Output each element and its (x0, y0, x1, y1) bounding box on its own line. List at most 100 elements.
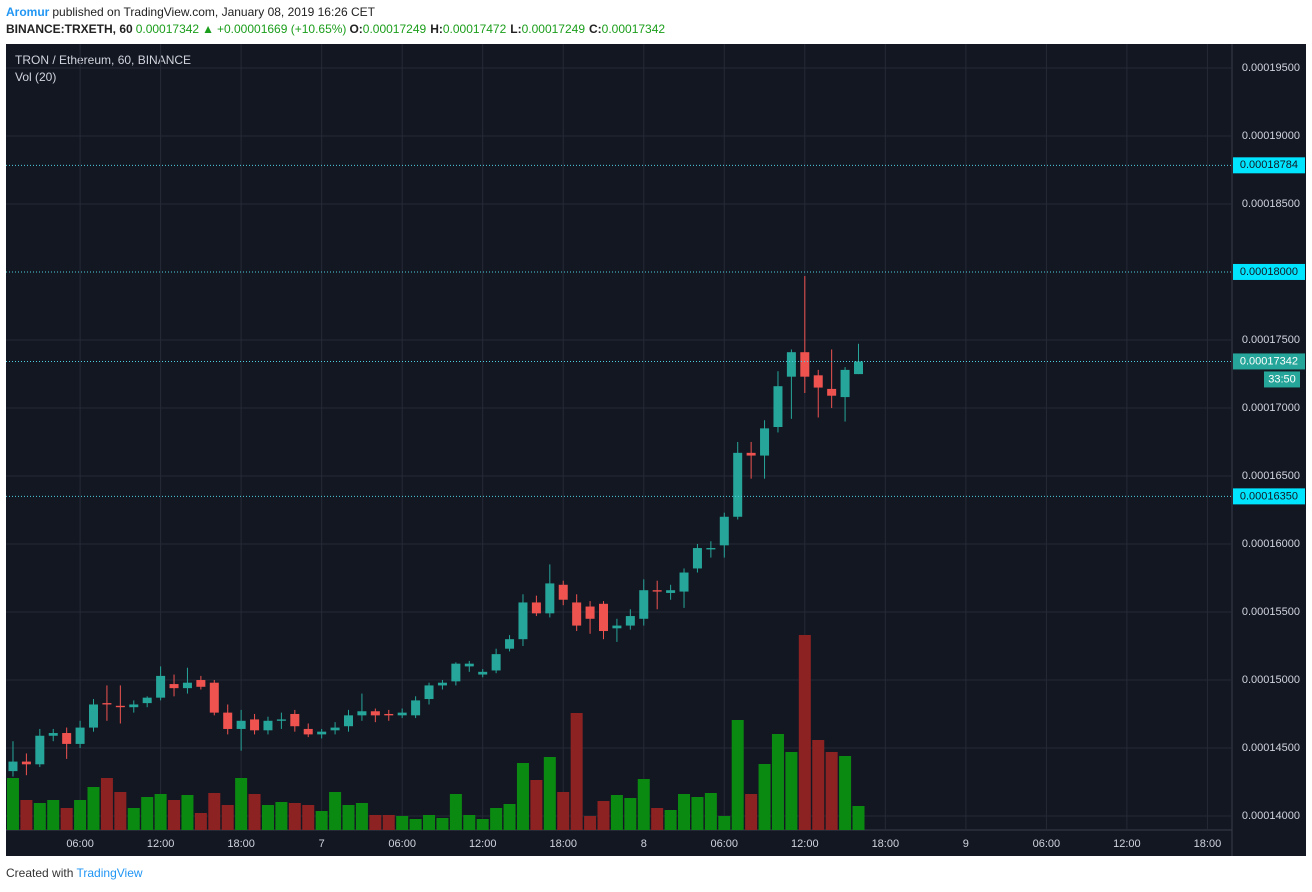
volume-bar (597, 801, 610, 830)
volume-bar (60, 808, 73, 830)
candle-body (370, 711, 380, 716)
candle-body (196, 679, 206, 687)
arrow: ▲ (202, 22, 214, 36)
volume-bar (355, 803, 368, 830)
candle-body (290, 713, 300, 727)
volume-bar (570, 713, 583, 830)
last: 0.00017342 (135, 22, 200, 36)
volume-bar (235, 778, 248, 830)
y-tick-label: 0.00015500 (1242, 606, 1300, 618)
candle-body (48, 733, 58, 736)
publish-info: published on TradingView.com, January 08… (52, 5, 375, 19)
ohlc-value: 0.00017472 (442, 22, 507, 36)
candle-body (786, 352, 796, 377)
candle-body (612, 625, 622, 629)
x-tick-label: 06:00 (388, 838, 416, 850)
candle-body (142, 697, 152, 704)
price-label-box (1233, 488, 1305, 505)
y-tick-label: 0.00019000 (1242, 130, 1300, 142)
volume-bar (718, 816, 731, 830)
chart-background (6, 44, 1306, 856)
candle-body (21, 761, 31, 765)
candle-body (760, 428, 770, 456)
candle-body (679, 572, 689, 592)
volume-bar (329, 792, 342, 830)
candle-body (518, 602, 528, 640)
countdown-box (1264, 371, 1300, 388)
candle-body (666, 590, 676, 593)
volume-bar (651, 808, 664, 830)
volume-bar (745, 794, 758, 830)
change: +0.00001669 (+10.65%) (216, 22, 347, 36)
volume-label: Vol (20) (15, 70, 56, 84)
y-tick-label: 0.00014500 (1242, 742, 1300, 754)
candle-body (8, 761, 18, 772)
candle-body (424, 685, 434, 700)
candle-body (102, 703, 112, 705)
volume-bar (114, 792, 127, 830)
volume-bar (610, 795, 623, 830)
volume-bar (168, 800, 181, 830)
candle-body (853, 361, 863, 375)
volume-bar (87, 787, 100, 830)
ohlc: O:0.00017249 H:0.00017472 L:0.00017249 C:0.… (349, 22, 669, 36)
volume-bar (396, 816, 409, 830)
candle-body (531, 602, 541, 614)
volume-bar (74, 800, 87, 830)
volume-bar (423, 815, 436, 830)
candle-body (706, 548, 716, 550)
volume-bar (664, 810, 677, 830)
volume-bar (221, 805, 234, 830)
x-tick-label: 8 (641, 838, 647, 850)
candle-body (451, 663, 461, 682)
volume-bar (624, 798, 637, 830)
x-tick-label: 12:00 (147, 838, 175, 850)
volume-bar (6, 778, 19, 830)
volume-bar (704, 793, 717, 830)
volume-bar (382, 815, 395, 830)
volume-bar (691, 797, 704, 830)
price-label: 0.00016350 (1240, 490, 1298, 502)
volume-bar (315, 811, 328, 830)
price-label: 0.00018000 (1240, 266, 1298, 278)
volume-bar (839, 756, 852, 830)
y-tick-label: 0.00017000 (1242, 402, 1300, 414)
candle-body (625, 616, 635, 626)
candle-body (209, 682, 219, 713)
candle-body (115, 705, 125, 708)
volume-bar (771, 734, 784, 830)
x-tick-label: 18:00 (872, 838, 900, 850)
candle-body (813, 375, 823, 388)
candle-body (62, 733, 72, 744)
author[interactable]: Aromur (6, 5, 50, 19)
candle-body (169, 684, 179, 689)
volume-bar (261, 805, 274, 830)
x-tick-label: 7 (319, 838, 325, 850)
candle-body (303, 728, 313, 735)
candle-body (464, 663, 474, 667)
candle-body (397, 712, 407, 716)
volume-bar (812, 740, 825, 830)
candle-body (35, 735, 45, 765)
volume-bar (47, 800, 60, 830)
candle-body (276, 719, 286, 721)
volume-bar (141, 797, 154, 830)
y-tick-label: 0.00017500 (1242, 334, 1300, 346)
volume-bar (154, 794, 167, 830)
volume-bar (825, 752, 838, 830)
candle-body (598, 603, 608, 632)
candle-body (437, 682, 447, 686)
footer-brand[interactable]: TradingView (76, 866, 143, 880)
candle-body (585, 606, 595, 619)
volume-bar (678, 794, 691, 830)
volume-bar (100, 778, 113, 830)
volume-bar (302, 805, 315, 830)
volume-bar (557, 792, 570, 830)
price-label-box (1233, 353, 1305, 370)
volume-bar (436, 818, 449, 830)
header-line: Aromur published on TradingView.com, Janu… (6, 5, 378, 19)
candle-body (733, 452, 743, 517)
candle-body (182, 682, 192, 689)
